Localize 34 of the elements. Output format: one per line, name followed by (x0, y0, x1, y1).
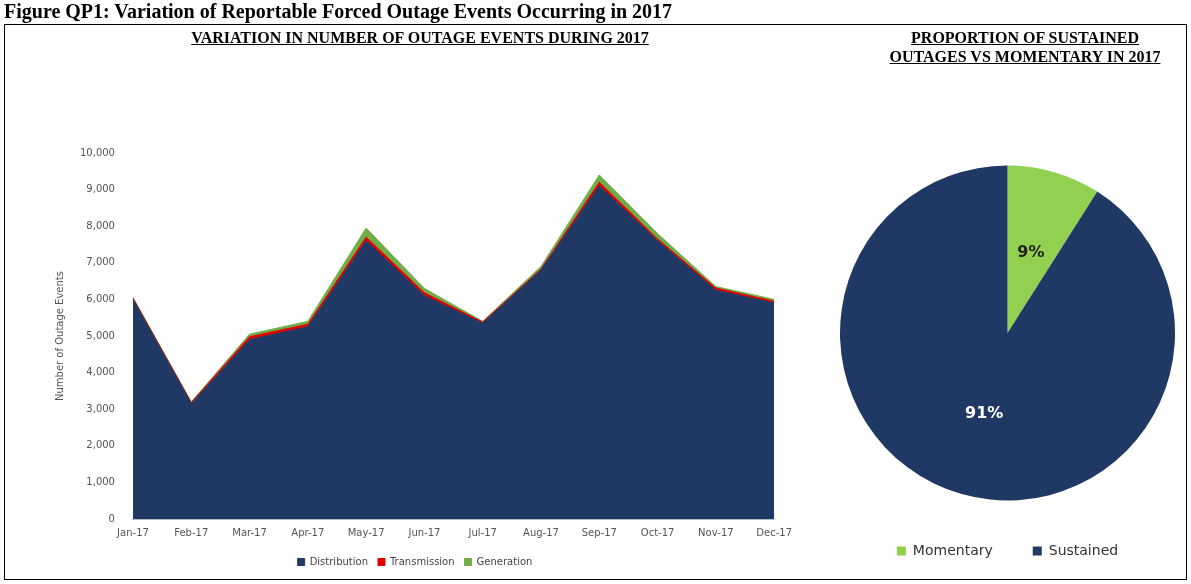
x-tick-label: Nov-17 (698, 526, 734, 538)
x-tick-label: Apr-17 (291, 526, 325, 538)
y-tick-label: 6,000 (86, 292, 115, 304)
x-tick-label: Oct-17 (640, 526, 675, 538)
legend-label: Transmission (388, 555, 455, 567)
y-tick-label: 1,000 (86, 475, 115, 487)
y-tick-label: 5,000 (86, 329, 115, 341)
data-label: 9% (1017, 241, 1045, 261)
y-tick-label: 9,000 (86, 183, 115, 195)
y-tick-label: 4,000 (86, 366, 115, 378)
x-tick-label: Jun-17 (407, 526, 441, 538)
x-tick-label: Aug-17 (523, 526, 559, 538)
legend-label: Generation (476, 555, 533, 567)
y-tick-label: 10,000 (79, 146, 115, 158)
x-tick-label: Jul-17 (467, 526, 497, 538)
y-tick-label: 0 (108, 512, 115, 524)
x-tick-label: May-17 (347, 526, 385, 538)
x-tick-label: Sep-17 (581, 526, 617, 538)
y-tick-label: 2,000 (86, 439, 115, 451)
legend-label: Momentary (912, 541, 993, 558)
chart-title: PROPORTION OF SUSTAINED OUTAGES VS MOMENTARY IN 2017 (888, 28, 1162, 66)
y-tick-label: 7,000 (86, 256, 115, 268)
chart-title: VARIATION IN NUMBER OF OUTAGE EVENTS DURING 2017 (190, 28, 650, 47)
data-label: 91% (964, 402, 1004, 422)
text: Figure QP1: Variation of Reportable Forced Outage Events Occurring in 2017 (4, 0, 673, 23)
x-tick-label: Feb-17 (174, 526, 209, 538)
legend-label: Distribution (309, 555, 368, 567)
x-tick-label: Jan-17 (116, 526, 149, 538)
y-axis-title: Number of Outage Events (53, 271, 65, 401)
x-tick-label: Mar-17 (232, 526, 267, 538)
y-tick-label: 8,000 (86, 219, 115, 231)
y-tick-label: 3,000 (86, 402, 115, 414)
legend-label: Sustained (1048, 541, 1119, 558)
x-tick-label: Dec-17 (756, 526, 792, 538)
